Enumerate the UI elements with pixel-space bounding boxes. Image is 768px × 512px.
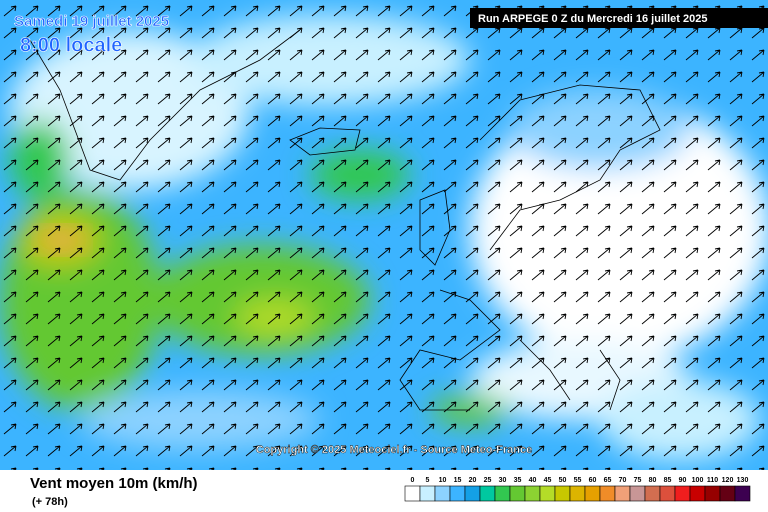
colorbar-swatch (569, 485, 586, 502)
colorbar-label: 65 (604, 477, 612, 484)
colorbar-swatch (479, 485, 496, 502)
colorbar-swatch (614, 485, 631, 502)
colorbar-label: 90 (679, 477, 687, 484)
colorbar-swatch (449, 485, 466, 502)
colorbar-label: 100 (692, 477, 704, 484)
forecast-time: 8:00 locale (20, 34, 122, 56)
colorbar-label: 80 (649, 477, 657, 484)
colorbar-label: 85 (664, 477, 672, 484)
colorbar-swatch (704, 485, 721, 502)
colorbar-label: 70 (619, 477, 627, 484)
colorbar-label: 40 (529, 477, 537, 484)
colorbar-swatch (674, 485, 691, 502)
colorbar-swatch (419, 485, 436, 502)
colorbar-swatch (734, 485, 751, 502)
colorbar-swatch (494, 485, 511, 502)
colorbar-label: 130 (737, 477, 749, 484)
colorbar-label: 60 (589, 477, 597, 484)
run-info: Run ARPEGE 0 Z du Mercredi 16 juillet 20… (478, 13, 707, 25)
variable-title: Vent moyen 10m (km/h) (30, 475, 198, 492)
colorbar-swatch (509, 485, 526, 502)
colorbar-label: 45 (544, 477, 552, 484)
colorbar-label: 15 (454, 477, 462, 484)
colorbar-label: 35 (514, 477, 522, 484)
footer: Vent moyen 10m (km/h) (+ 78h) 0 5 10 15 20 25… (30, 475, 751, 508)
colorbar-label: 50 (559, 477, 567, 484)
colorbar-swatch (404, 485, 421, 502)
colorbar-label: 110 (707, 477, 718, 484)
colorbar-label: 75 (634, 477, 642, 484)
colorbar-swatch (629, 485, 646, 502)
colorbar-label: 10 (439, 477, 447, 484)
colorbar-swatch (719, 485, 736, 502)
wind-map: Run ARPEGE 0 Z du Mercredi 16 juillet 20… (0, 0, 768, 470)
colorbar-swatch (689, 485, 706, 502)
colorbar-swatch (539, 485, 556, 502)
colorbar: 0 5 10 15 20 25 30 35 40 45 50 55 60 65 70 75 80 85 90 100 1… (404, 477, 751, 502)
colorbar-swatch (584, 485, 601, 502)
copyright: Copyright © 2025 Meteociel.fr - Source M… (256, 444, 532, 456)
colorbar-label: 55 (574, 477, 582, 484)
lead-time: (+ 78h) (32, 496, 68, 508)
colorbar-label: 0 (411, 477, 415, 484)
colorbar-swatch (464, 485, 481, 502)
colorbar-swatch (434, 485, 451, 502)
colorbar-swatch (524, 485, 541, 502)
colorbar-swatch (599, 485, 616, 502)
forecast-date: Samedi 19 juillet 2025 (14, 13, 169, 30)
colorbar-swatch (659, 485, 676, 502)
colorbar-swatch (554, 485, 571, 502)
colorbar-swatch (644, 485, 661, 502)
colorbar-label: 25 (484, 477, 492, 484)
colorbar-label: 30 (499, 477, 507, 484)
colorbar-label: 20 (469, 477, 477, 484)
colorbar-label: 5 (426, 477, 430, 484)
colorbar-label: 120 (722, 477, 734, 484)
